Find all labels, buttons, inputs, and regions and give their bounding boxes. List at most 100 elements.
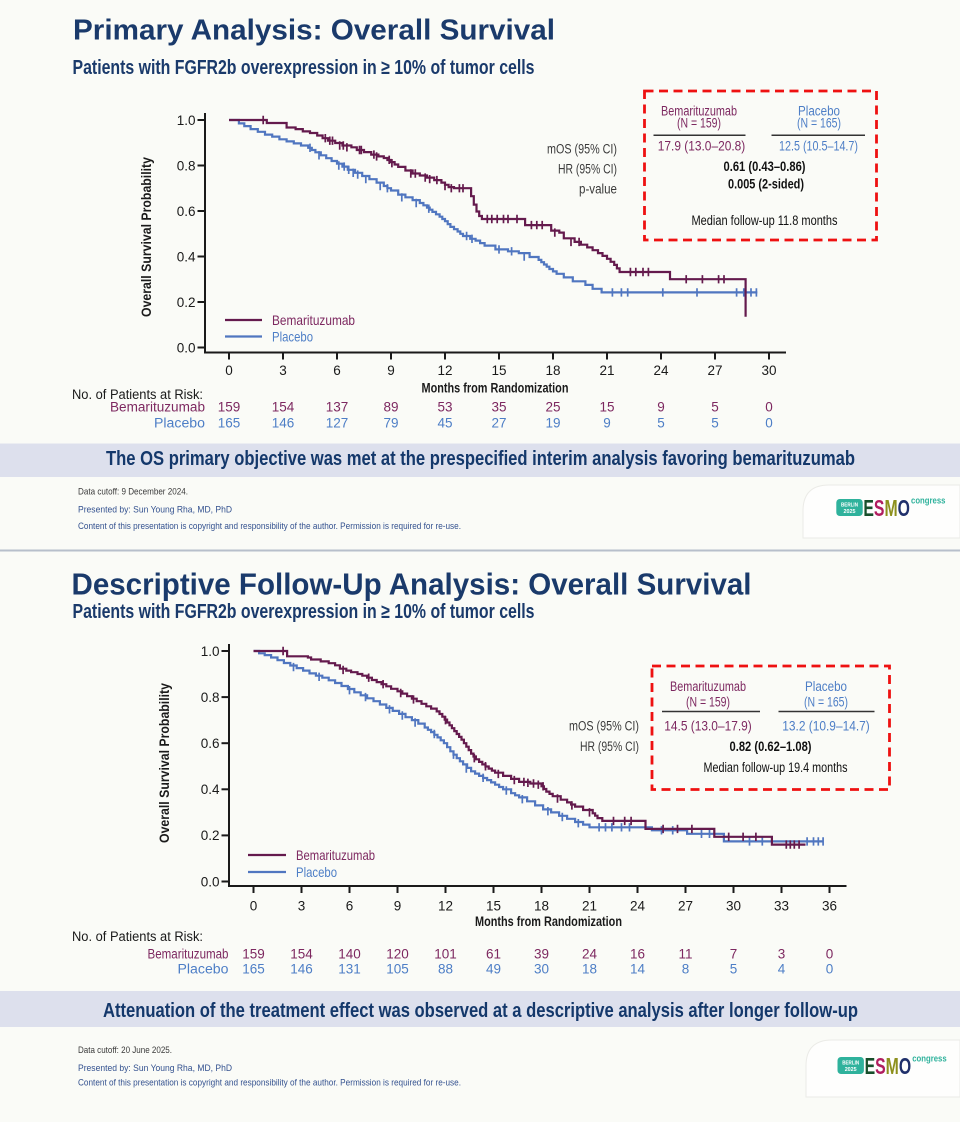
svg-text:0: 0 <box>225 363 233 378</box>
svg-text:1.0: 1.0 <box>201 644 220 659</box>
svg-text:ESMO: ESMO <box>865 1053 912 1079</box>
svg-text:1.0: 1.0 <box>177 113 196 128</box>
svg-text:0: 0 <box>765 416 773 431</box>
svg-text:27: 27 <box>707 363 722 378</box>
svg-text:0.6: 0.6 <box>201 736 220 751</box>
svg-text:30: 30 <box>761 363 776 378</box>
svg-text:137: 137 <box>326 400 349 415</box>
svg-text:0.2: 0.2 <box>201 828 220 843</box>
svg-text:Placebo: Placebo <box>154 416 205 431</box>
svg-text:Presented by: Sun Young Rha, M: Presented by: Sun Young Rha, MD, PhD <box>78 505 232 516</box>
svg-text:HR (95% CI): HR (95% CI) <box>558 162 617 177</box>
svg-text:Patients with FGFR2b overexpre: Patients with FGFR2b overexpression in ≥… <box>73 601 535 623</box>
svg-text:12: 12 <box>438 899 453 914</box>
svg-text:Data cutoff: 9 December 2024.: Data cutoff: 9 December 2024. <box>78 487 188 498</box>
svg-text:(N = 165): (N = 165) <box>804 695 848 710</box>
svg-text:Bemarituzumab: Bemarituzumab <box>272 312 355 328</box>
svg-text:(N = 165): (N = 165) <box>797 115 841 130</box>
svg-text:8: 8 <box>682 962 690 977</box>
svg-text:Data cutoff: 20 June 2025.: Data cutoff: 20 June 2025. <box>78 1045 172 1056</box>
svg-text:9: 9 <box>387 363 395 378</box>
svg-text:Primary Analysis: Overall Surv: Primary Analysis: Overall Survival <box>73 15 555 47</box>
svg-text:146: 146 <box>272 416 295 431</box>
svg-text:3: 3 <box>778 947 786 962</box>
svg-text:Placebo: Placebo <box>178 962 229 977</box>
svg-text:21: 21 <box>599 363 614 378</box>
svg-text:9: 9 <box>394 899 402 914</box>
svg-text:4: 4 <box>778 962 786 977</box>
svg-text:13.2 (10.9–14.7): 13.2 (10.9–14.7) <box>782 719 870 734</box>
svg-text:Bemarituzumab: Bemarituzumab <box>296 847 375 863</box>
svg-text:0.82 (0.62–1.08): 0.82 (0.62–1.08) <box>730 739 812 754</box>
svg-text:39: 39 <box>534 947 549 962</box>
svg-text:18: 18 <box>582 962 597 977</box>
svg-text:88: 88 <box>438 962 453 977</box>
svg-text:0: 0 <box>826 962 834 977</box>
svg-text:6: 6 <box>333 363 341 378</box>
svg-text:61: 61 <box>486 947 501 962</box>
svg-text:154: 154 <box>290 947 313 962</box>
svg-text:21: 21 <box>582 899 597 914</box>
svg-text:No. of Patients at Risk:: No. of Patients at Risk: <box>72 387 203 402</box>
svg-text:5: 5 <box>730 962 738 977</box>
svg-text:12: 12 <box>437 363 452 378</box>
svg-text:Presented by: Sun Young Rha, M: Presented by: Sun Young Rha, MD, PhD <box>78 1063 232 1074</box>
svg-text:Placebo: Placebo <box>798 104 840 119</box>
svg-text:5: 5 <box>657 416 665 431</box>
svg-text:Median follow-up 19.4 months: Median follow-up 19.4 months <box>704 760 848 775</box>
svg-text:p-value: p-value <box>579 182 617 197</box>
svg-text:24: 24 <box>630 899 646 914</box>
svg-text:Overall Survival Probability: Overall Survival Probability <box>139 157 154 317</box>
svg-text:5: 5 <box>711 400 719 415</box>
svg-text:49: 49 <box>486 962 501 977</box>
svg-text:Patients with FGFR2b overexpre: Patients with FGFR2b overexpression in ≥… <box>73 57 535 79</box>
svg-text:Bemarituzumab: Bemarituzumab <box>110 400 205 415</box>
svg-text:Median follow-up 11.8 months: Median follow-up 11.8 months <box>692 213 838 228</box>
svg-text:0: 0 <box>765 400 773 415</box>
svg-text:146: 146 <box>290 962 313 977</box>
svg-text:0.6: 0.6 <box>177 204 196 219</box>
svg-text:79: 79 <box>383 416 398 431</box>
svg-text:24: 24 <box>582 947 598 962</box>
svg-text:Attenuation of the treatment e: Attenuation of the treatment effect was … <box>103 1000 858 1022</box>
svg-text:3: 3 <box>279 363 287 378</box>
svg-text:165: 165 <box>242 962 265 977</box>
svg-text:159: 159 <box>218 400 241 415</box>
svg-text:45: 45 <box>437 416 452 431</box>
svg-text:0.0: 0.0 <box>201 874 220 889</box>
svg-text:congress: congress <box>912 1054 947 1065</box>
svg-text:131: 131 <box>338 962 361 977</box>
svg-text:Bemarituzumab: Bemarituzumab <box>670 679 746 694</box>
svg-text:mOS (95% CI): mOS (95% CI) <box>569 719 639 734</box>
svg-text:101: 101 <box>434 947 457 962</box>
svg-text:HR (95% CI): HR (95% CI) <box>580 739 639 754</box>
svg-text:0.0: 0.0 <box>177 340 196 355</box>
svg-text:18: 18 <box>545 363 560 378</box>
svg-text:Content of this presentation i: Content of this presentation is copyrigh… <box>78 521 461 532</box>
svg-text:BERLIN: BERLIN <box>842 1061 859 1067</box>
svg-text:(N = 159): (N = 159) <box>686 695 730 710</box>
svg-text:ESMO: ESMO <box>863 495 910 521</box>
svg-text:15: 15 <box>491 363 506 378</box>
svg-text:14.5 (13.0–17.9): 14.5 (13.0–17.9) <box>664 719 752 734</box>
svg-text:6: 6 <box>346 899 354 914</box>
svg-text:0.4: 0.4 <box>201 782 220 797</box>
svg-text:105: 105 <box>386 962 409 977</box>
svg-text:0.8: 0.8 <box>177 158 196 173</box>
svg-text:Descriptive Follow-Up Analysis: Descriptive Follow-Up Analysis: Overall … <box>72 568 752 602</box>
svg-text:24: 24 <box>653 363 669 378</box>
svg-text:Overall Survival Probability: Overall Survival Probability <box>157 683 172 843</box>
svg-text:Bemarituzumab: Bemarituzumab <box>661 104 737 119</box>
svg-text:159: 159 <box>242 947 265 962</box>
svg-text:5: 5 <box>711 416 719 431</box>
svg-text:14: 14 <box>630 962 646 977</box>
svg-text:3: 3 <box>298 899 306 914</box>
svg-text:congress: congress <box>911 496 946 507</box>
svg-text:2025: 2025 <box>845 1067 857 1073</box>
svg-text:(N = 159): (N = 159) <box>677 115 721 130</box>
svg-text:154: 154 <box>272 400 295 415</box>
svg-text:19: 19 <box>545 416 560 431</box>
svg-text:0.8: 0.8 <box>201 690 220 705</box>
svg-text:27: 27 <box>678 899 693 914</box>
svg-text:Bemarituzumab: Bemarituzumab <box>148 947 229 962</box>
